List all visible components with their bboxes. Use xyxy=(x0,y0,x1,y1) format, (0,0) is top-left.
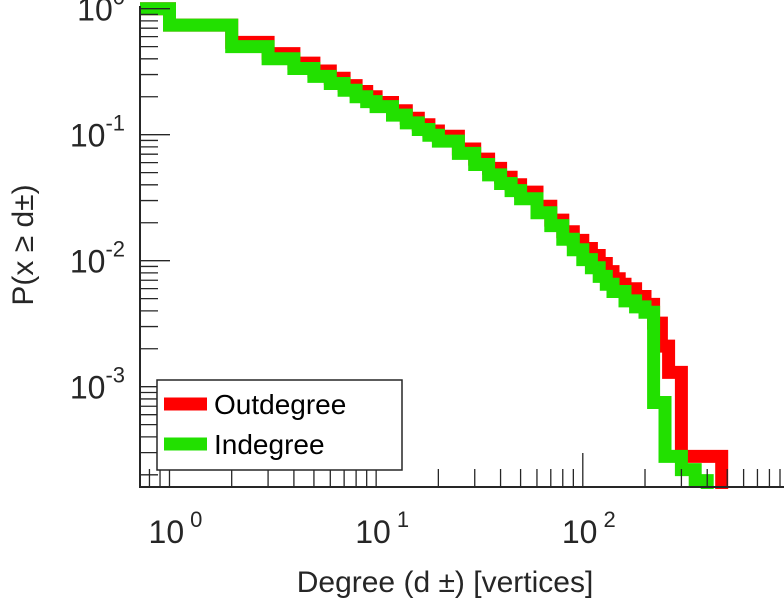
tick-labels: 100 10-1 10-2 10-3 100 101 102 xyxy=(70,0,616,550)
y-tick-label: 10-3 xyxy=(70,363,125,406)
y-tick-label: 10-1 xyxy=(70,111,125,154)
x-tick-label: 10 1 xyxy=(355,507,409,550)
x-tick-label: 10 0 xyxy=(149,507,203,550)
y-ticks xyxy=(140,8,170,476)
series-layer xyxy=(140,2,729,489)
legend-label-indegree: Indegree xyxy=(214,429,325,460)
y-tick-label: 100 xyxy=(77,0,125,28)
series-indegree-line xyxy=(140,2,714,489)
y-axis-title: P(x ≥ d±) xyxy=(7,184,40,305)
legend-label-outdegree: Outdegree xyxy=(214,389,346,420)
legend-box xyxy=(156,379,403,471)
x-ticks xyxy=(148,453,781,487)
legend: Outdegree Indegree xyxy=(156,379,403,471)
x-tick-label: 10 2 xyxy=(562,507,616,550)
x-axis-title: Degree (d ±) [vertices] xyxy=(297,566,594,599)
axes-layer xyxy=(139,6,784,488)
y-tick-label: 10-2 xyxy=(70,237,125,280)
